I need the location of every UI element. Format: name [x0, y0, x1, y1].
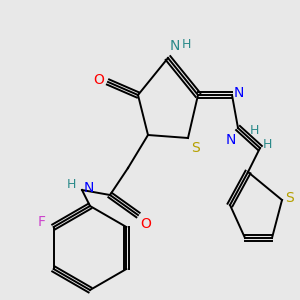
- Text: H: H: [182, 38, 191, 50]
- Text: N: N: [170, 39, 180, 53]
- Text: N: N: [234, 86, 244, 100]
- Text: N: N: [226, 133, 236, 147]
- Text: S: S: [191, 141, 200, 155]
- Text: H: H: [250, 124, 260, 136]
- Text: N: N: [84, 181, 94, 195]
- Text: F: F: [38, 215, 46, 229]
- Text: H: H: [67, 178, 76, 191]
- Text: O: O: [140, 217, 151, 231]
- Text: O: O: [93, 73, 104, 87]
- Text: S: S: [285, 191, 294, 205]
- Text: H: H: [263, 139, 272, 152]
